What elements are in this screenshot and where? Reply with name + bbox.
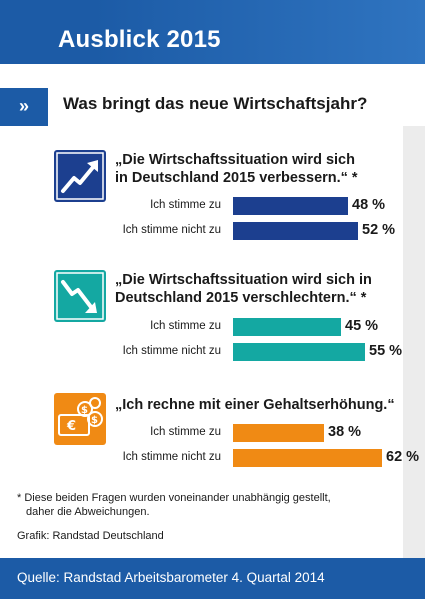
- chart-1-title-line1: „Die Wirtschaftssituation wird sich: [115, 152, 355, 168]
- trend-up-icon: [54, 150, 106, 202]
- bar-label: Ich stimme nicht zu: [122, 224, 221, 236]
- bar-value-label: 38 %: [328, 424, 362, 440]
- page-title: Ausblick 2015: [58, 26, 221, 53]
- bar: [233, 424, 324, 442]
- svg-text:$: $: [91, 415, 98, 426]
- bar-label: Ich stimme nicht zu: [122, 345, 221, 357]
- bar: [233, 222, 358, 240]
- subhead-marker: »: [0, 88, 48, 126]
- svg-text:$: $: [81, 405, 88, 416]
- bar: [233, 318, 341, 336]
- bar: [233, 343, 365, 361]
- source-text: Quelle: Randstad Arbeitsbarometer 4. Qua…: [17, 570, 325, 585]
- page-subtitle: Was bringt das neue Wirtschaftsjahr?: [63, 94, 368, 113]
- bar-value-label: 48 %: [352, 197, 386, 213]
- chart-3-title-line1: „Ich rechne mit einer Gehaltserhöhung.“: [115, 397, 395, 413]
- graphic-credit: Grafik: Randstad Deutschland: [17, 530, 164, 542]
- chart-2-title-line1: „Die Wirtschaftssituation wird sich in: [115, 272, 372, 288]
- chart-2-title-line2: Deutschland 2015 verschlechtern.“ *: [115, 290, 367, 306]
- footnote-line2: daher die Abweichungen.: [26, 506, 150, 518]
- bar-value-label: 52 %: [362, 222, 396, 238]
- title-bar: [0, 0, 425, 64]
- bar: [233, 449, 382, 467]
- footer: [0, 558, 425, 599]
- money-icon: € $ $: [54, 393, 106, 445]
- bar-value-label: 45 %: [345, 318, 379, 334]
- bar: [233, 197, 348, 215]
- footnote-line1: * Diese beiden Fragen wurden voneinander…: [17, 492, 331, 504]
- footnote: * Diese beiden Fragen wurden voneinander…: [17, 491, 331, 519]
- bar-value-label: 55 %: [369, 343, 403, 359]
- bar-label: Ich stimme zu: [150, 426, 221, 438]
- title-bar-gradient: [95, 0, 425, 64]
- bar-value-label: 62 %: [386, 449, 420, 465]
- bar-label: Ich stimme zu: [150, 320, 221, 332]
- bar-label: Ich stimme nicht zu: [122, 451, 221, 463]
- svg-text:€: €: [66, 419, 76, 434]
- chart-1-title-line2: in Deutschland 2015 verbessern.“ *: [115, 170, 358, 186]
- bar-label: Ich stimme zu: [150, 199, 221, 211]
- header: Ausblick 2015: [0, 0, 425, 88]
- trend-down-icon: [54, 270, 106, 322]
